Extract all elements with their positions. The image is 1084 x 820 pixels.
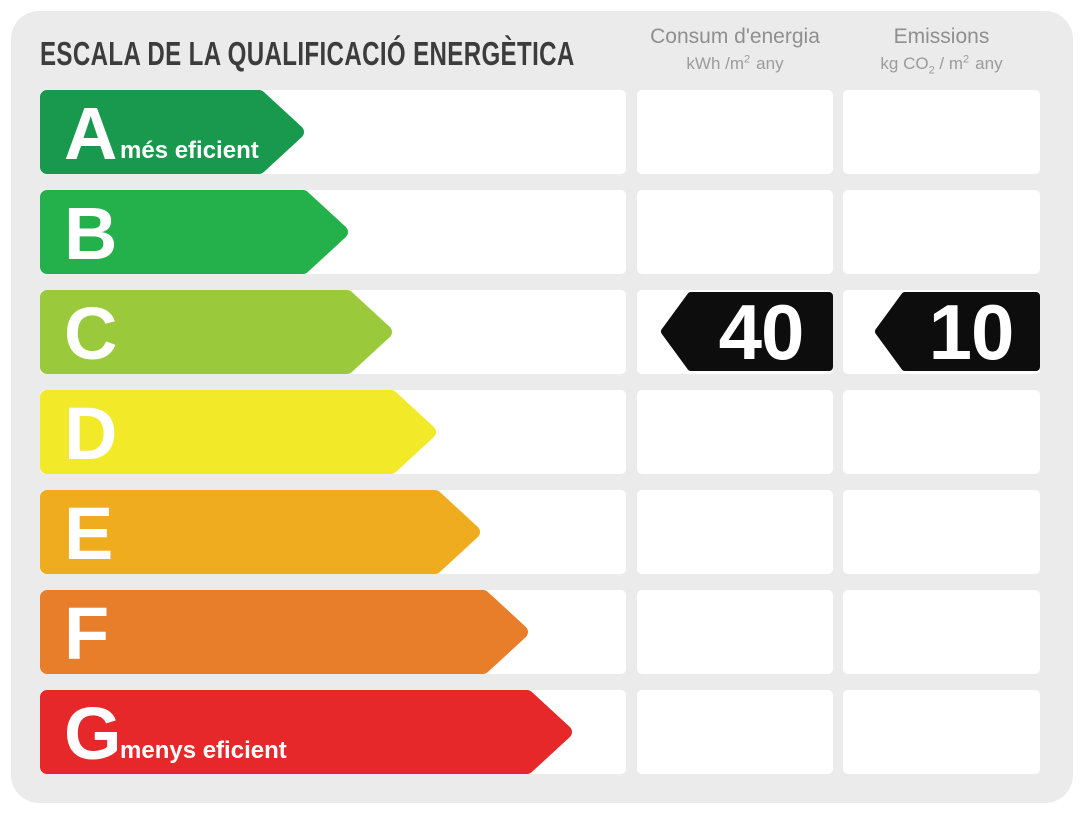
consumption-cell-g (637, 690, 833, 774)
column-header-emissions: Emissions kg CO2 / m2 any (843, 24, 1040, 77)
consumption-cell-a (637, 90, 833, 174)
consumption-cell-b (637, 190, 833, 274)
right-arrow-bar-shape (40, 190, 348, 274)
rating-row-d: D (11, 390, 1073, 475)
page-title: ESCALA DE LA QUALIFICACIÓ ENERGÈTICA (40, 35, 575, 72)
emissions-cell-e (843, 490, 1040, 574)
rating-bar-d: D (40, 390, 436, 475)
rating-bar-a: A més eficient (40, 90, 304, 175)
rating-bar-e: E (40, 490, 480, 575)
rating-letter: A (64, 92, 117, 175)
rating-bar-c: C (40, 290, 392, 375)
consumption-value: 40 (719, 288, 804, 376)
rating-row-b: B (11, 190, 1073, 275)
rating-bar-g: G menys eficient (40, 690, 572, 775)
rating-row-g: G menys eficient (11, 690, 1073, 775)
emissions-header-unit: kg CO2 / m2 any (880, 53, 1003, 77)
consumption-cell-c: 40 (637, 288, 833, 376)
right-arrow-bar-shape (40, 690, 572, 774)
rating-letter: D (64, 392, 117, 475)
right-arrow-bar-shape (40, 490, 480, 574)
consumption-cell-f (637, 590, 833, 674)
rating-row-f: F (11, 590, 1073, 675)
rating-bar-b: B (40, 190, 348, 275)
rating-row-e: E (11, 490, 1073, 575)
emissions-value-badge: 10 (875, 288, 1040, 376)
rating-bar-f: F (40, 590, 528, 675)
emissions-cell-c: 10 (843, 288, 1040, 376)
rating-letter: E (64, 492, 113, 575)
consumption-cell-d (637, 390, 833, 474)
right-arrow-bar-shape (40, 290, 392, 374)
right-arrow-bar-shape (40, 90, 304, 174)
emissions-cell-f (843, 590, 1040, 674)
rating-letter: F (64, 592, 109, 675)
rating-row-c: 40 10 C (11, 288, 1073, 376)
rating-row-a: A més eficient (11, 90, 1073, 175)
emissions-cell-a (843, 90, 1040, 174)
rating-annotation: menys eficient (120, 737, 287, 764)
emissions-cell-b (843, 190, 1040, 274)
left-arrow-badge-shape (875, 292, 1040, 371)
column-header-consumption: Consum d'energia kWh /m2 any (637, 24, 833, 74)
emissions-value: 10 (929, 288, 1014, 376)
consumption-header-unit: kWh /m2 any (686, 53, 784, 73)
consumption-value-badge: 40 (661, 288, 833, 376)
left-arrow-badge-shape (661, 292, 833, 371)
right-arrow-bar-shape (40, 390, 436, 474)
emissions-cell-g (843, 690, 1040, 774)
energy-scale-panel: ESCALA DE LA QUALIFICACIÓ ENERGÈTICA Con… (11, 11, 1073, 803)
consumption-cell-e (637, 490, 833, 574)
emissions-cell-d (843, 390, 1040, 474)
rating-letter: G (64, 692, 122, 775)
emissions-header-label: Emissions (893, 25, 990, 48)
rating-annotation: més eficient (120, 137, 259, 164)
consumption-header-label: Consum d'energia (650, 25, 820, 48)
rating-letter: C (64, 292, 117, 375)
right-arrow-bar-shape (40, 590, 528, 674)
rating-letter: B (64, 192, 117, 275)
